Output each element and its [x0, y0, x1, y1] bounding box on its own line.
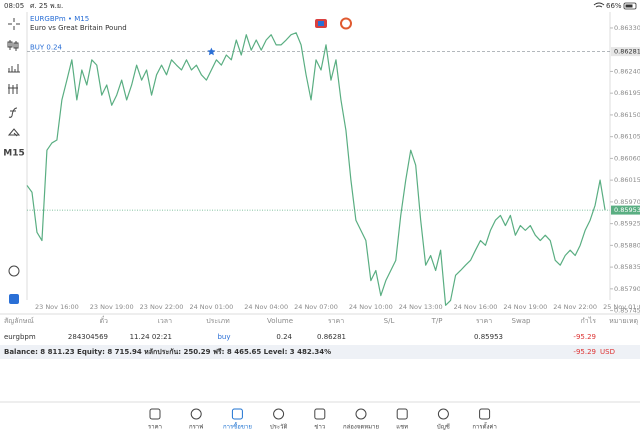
y-tick-label: 0.86330	[614, 24, 640, 32]
y-tick-label: 0.85925	[614, 220, 640, 228]
y-tick-label: 0.86015	[614, 176, 640, 184]
price-tag	[611, 47, 640, 57]
balance-row	[0, 345, 640, 359]
chart-title: EURGBPm • M15	[30, 15, 89, 23]
column-header: Volume	[267, 317, 293, 325]
tab-label[interactable]: การซื้อขาย	[223, 421, 252, 431]
table-cell[interactable]: -95.29	[573, 333, 596, 341]
battery-icon	[623, 2, 637, 10]
app-icon[interactable]	[9, 294, 19, 304]
annotation-label: BUY 0.24	[30, 44, 63, 52]
table-cell[interactable]: 0.85953	[474, 333, 503, 341]
tab-label[interactable]: การตั้งค่า	[472, 421, 496, 431]
x-tick-label: 24 Nov 22:00	[553, 303, 597, 311]
status-date: ศ. 25 พ.ย.	[30, 2, 63, 10]
y-tick-label: 0.85745	[614, 307, 640, 315]
objects-tool[interactable]	[7, 128, 21, 137]
column-header: กำไร	[581, 316, 597, 325]
y-tick-label: 0.85880	[614, 241, 640, 249]
table-cell[interactable]: 0.24	[276, 333, 292, 341]
status-time: 08:05	[4, 2, 24, 10]
y-tick-label: 0.85835	[614, 263, 640, 271]
tab-icon[interactable]	[231, 408, 243, 420]
volume-tool[interactable]	[8, 64, 20, 73]
tab-icon[interactable]	[314, 408, 326, 420]
price-line-series	[26, 32, 606, 306]
tab-label[interactable]: ประวัติ	[270, 424, 288, 431]
x-tick-label: 24 Nov 13:00	[399, 303, 443, 311]
tab-icon[interactable]	[190, 408, 202, 420]
x-tick-label: 24 Nov 10:00	[349, 303, 393, 311]
x-tick-label: 25 Nov 01:00	[603, 303, 640, 311]
tab-label[interactable]: บัญชี	[437, 423, 450, 431]
y-tick-label: 0.85790	[614, 285, 640, 293]
tab-label[interactable]: ราคา	[148, 424, 162, 431]
clock-tool[interactable]	[8, 265, 20, 277]
x-tick-label: 24 Nov 07:00	[294, 303, 338, 311]
tab-label[interactable]: แชท	[396, 424, 408, 431]
x-tick-label: 24 Nov 01:00	[189, 303, 233, 311]
tab-label[interactable]: กล่องจดหมาย	[343, 424, 379, 431]
table-cell[interactable]: 284304569	[68, 333, 108, 341]
tab-label[interactable]: ข่าว	[314, 424, 325, 431]
table-cell[interactable]: buy	[217, 333, 230, 341]
x-tick-label: 23 Nov 19:00	[90, 303, 134, 311]
function-tool[interactable]	[8, 107, 18, 118]
balance-profit: -95.29	[573, 348, 596, 356]
battery-text: 66%	[606, 2, 622, 10]
y-tick-label: 0.85970	[614, 198, 640, 206]
price-tag-label: 0.86281	[614, 48, 640, 56]
x-tick-label: 24 Nov 04:00	[244, 303, 288, 311]
balance-currency: USD	[600, 348, 615, 356]
y-tick-label: 0.86060	[614, 154, 640, 162]
battery-level	[625, 4, 633, 8]
column-header: ตั๋ว	[100, 316, 109, 325]
y-tick-label: 0.86195	[614, 89, 640, 97]
y-tick-label: 0.86150	[614, 111, 640, 119]
x-tick-label: 24 Nov 16:00	[454, 303, 498, 311]
table-cell[interactable]: eurgbpm	[4, 333, 36, 341]
x-tick-label: 23 Nov 16:00	[35, 303, 79, 311]
y-tick-label: 0.86105	[614, 133, 640, 141]
price-tag-label: 0.85953	[614, 206, 640, 214]
wifi-icon	[593, 2, 605, 8]
crosshair-tool[interactable]	[8, 18, 20, 30]
column-header: ราคา	[328, 317, 344, 325]
x-tick-label: 23 Nov 22:00	[140, 303, 184, 311]
column-header: T/P	[431, 317, 443, 325]
balance-text: Balance: 8 811.23 Equity: 8 715.94 หลักป…	[4, 348, 331, 356]
one-click-icon[interactable]	[340, 17, 352, 30]
toolbar	[7, 18, 21, 277]
column-header: ราคา	[476, 317, 492, 325]
timeframe[interactable]: M15	[3, 149, 24, 159]
table-cell[interactable]: 11.24 02:21	[130, 333, 172, 341]
tab-icon[interactable]	[437, 408, 449, 420]
column-header: เวลา	[157, 317, 172, 325]
tab-label[interactable]: กราฟ	[189, 424, 203, 431]
tab-icon[interactable]	[396, 408, 408, 420]
tab-icon[interactable]	[273, 408, 285, 420]
chart-subtitle: Euro vs Great Britain Pound	[30, 24, 127, 32]
chart-type-tool[interactable]	[7, 40, 19, 51]
indicator-tool[interactable]	[8, 84, 18, 94]
column-header: S/L	[384, 317, 395, 325]
column-header: สัญลักษณ์	[4, 317, 34, 325]
flag-icon-inner	[318, 21, 324, 26]
table-cell[interactable]: 0.86281	[317, 333, 346, 341]
column-header: หมายเหตุ	[609, 317, 638, 325]
tab-icon[interactable]	[355, 408, 367, 420]
tab-icon[interactable]	[479, 408, 491, 420]
y-tick-label: 0.86240	[614, 67, 640, 75]
x-tick-label: 24 Nov 19:00	[503, 303, 547, 311]
column-header: ประเภท	[206, 317, 230, 325]
tab-icon[interactable]	[149, 408, 161, 420]
trade-marker	[207, 47, 216, 56]
column-header: Swap	[512, 317, 531, 325]
price-tag	[611, 205, 640, 215]
